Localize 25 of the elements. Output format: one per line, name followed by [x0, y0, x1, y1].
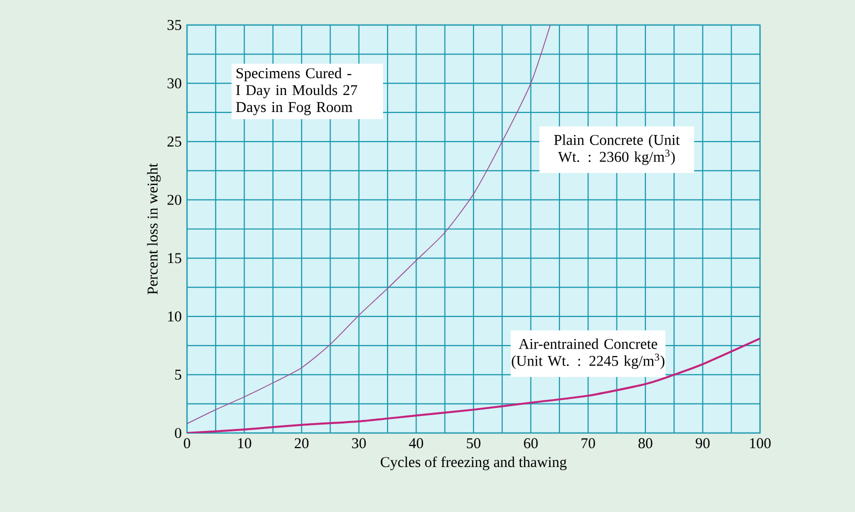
y-tick-label: 15 — [168, 253, 182, 264]
text: Plain Concrete (Unit Wt. : 2360 kg/m$^{3}$) — [554, 134, 680, 165]
x-tick-label: 20 — [294, 438, 309, 448]
y-tick-label: 0 — [174, 428, 182, 438]
x-tick-label: 100 — [750, 438, 771, 448]
series-label: Air-entrained Concrete (Unit Wt. : 2245 kg/m$^{3}$) — [512, 338, 664, 369]
x-tick-label: 40 — [409, 438, 424, 448]
x-tick-label: 90 — [696, 438, 710, 448]
y-tick-label: 20 — [168, 194, 182, 205]
annotation: Specimens Cured - I Day in Moulds 27 Days in Fog Room — [236, 68, 358, 116]
x-tick-label: 10 — [238, 438, 252, 448]
x-tick-label: 80 — [638, 438, 652, 448]
y-tick-label: 25 — [168, 136, 182, 147]
x-tick-label: 70 — [582, 438, 596, 448]
y-axis-title: Percent loss in weight — [147, 163, 161, 294]
x-tick-label: 0 — [184, 438, 190, 448]
y-tick-label: 10 — [168, 311, 182, 322]
y-tick-label: 35 — [168, 20, 182, 30]
y-tick-label: 5 — [175, 370, 182, 380]
x-tick-label: 50 — [466, 438, 480, 448]
x-tick-label: 30 — [352, 438, 366, 448]
line-series — [187, 338, 760, 433]
x-axis-title: Cycles of freezing and thawing — [380, 456, 567, 470]
y-tick-label: 30 — [168, 78, 182, 88]
x-tick-label: 60 — [524, 438, 538, 448]
